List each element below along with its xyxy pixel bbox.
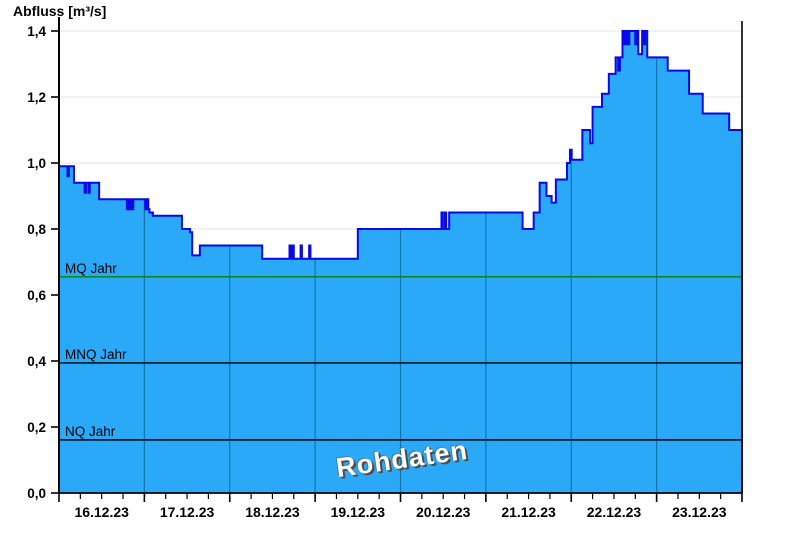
svg-text:0,6: 0,6: [27, 288, 46, 303]
svg-text:18.12.23: 18.12.23: [245, 504, 300, 520]
svg-text:23.12.23: 23.12.23: [672, 504, 727, 520]
svg-text:21.12.23: 21.12.23: [501, 504, 556, 520]
x-axis-date-labels: 16.12.23 17.12.23 18.12.23 19.12.23 20.12.23…: [74, 504, 726, 520]
reference-line-mnq: MNQ Jahr: [59, 347, 742, 364]
svg-text:0,4: 0,4: [27, 354, 46, 369]
y-axis-ticks: 0,0 0,2 0,4 0,6 0,8 1,0 1,2 1,4: [27, 24, 59, 501]
reference-line-nq: NQ Jahr: [59, 424, 742, 441]
svg-text:MNQ Jahr: MNQ Jahr: [65, 347, 127, 362]
svg-text:0,2: 0,2: [27, 420, 46, 435]
reference-line-mq: MQ Jahr: [59, 261, 742, 278]
svg-text:0,8: 0,8: [27, 222, 46, 237]
svg-text:17.12.23: 17.12.23: [160, 504, 215, 520]
discharge-line: [58, 30, 743, 493]
svg-text:22.12.23: 22.12.23: [587, 504, 642, 520]
svg-text:MQ Jahr: MQ Jahr: [65, 261, 117, 276]
svg-text:0,0: 0,0: [27, 486, 46, 501]
svg-text:NQ Jahr: NQ Jahr: [65, 424, 116, 439]
svg-text:20.12.23: 20.12.23: [416, 504, 471, 520]
svg-text:1,4: 1,4: [27, 24, 46, 39]
svg-text:16.12.23: 16.12.23: [74, 504, 129, 520]
svg-text:19.12.23: 19.12.23: [331, 504, 386, 520]
x-axis-ticks: [58, 493, 743, 502]
svg-text:1,2: 1,2: [27, 90, 46, 105]
svg-text:1,0: 1,0: [27, 156, 46, 171]
y-axis-title: Abfluss [m³/s]: [13, 3, 107, 19]
